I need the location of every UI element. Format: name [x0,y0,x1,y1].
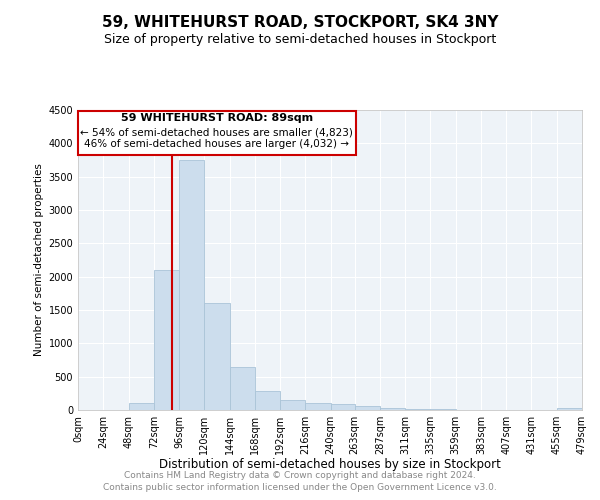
Text: Contains HM Land Registry data © Crown copyright and database right 2024.: Contains HM Land Registry data © Crown c… [124,472,476,480]
Text: Contains public sector information licensed under the Open Government Licence v3: Contains public sector information licen… [103,482,497,492]
Bar [355,406,380,410]
Bar [179,160,204,410]
Bar [280,400,305,410]
Bar [380,408,405,410]
Text: Size of property relative to semi-detached houses in Stockport: Size of property relative to semi-detach… [104,32,496,46]
X-axis label: Distribution of semi-detached houses by size in Stockport: Distribution of semi-detached houses by … [159,458,501,471]
Bar [305,402,331,410]
Bar [154,270,179,410]
Bar [230,366,255,410]
Bar [204,304,230,410]
Text: ← 54% of semi-detached houses are smaller (4,823): ← 54% of semi-detached houses are smalle… [80,128,353,138]
Bar [78,110,356,156]
Text: 46% of semi-detached houses are larger (4,032) →: 46% of semi-detached houses are larger (… [85,140,349,149]
Text: 59, WHITEHURST ROAD, STOCKPORT, SK4 3NY: 59, WHITEHURST ROAD, STOCKPORT, SK4 3NY [102,15,498,30]
Bar [405,409,430,410]
Bar [128,404,154,410]
Y-axis label: Number of semi-detached properties: Number of semi-detached properties [34,164,44,356]
Bar [331,404,355,410]
Bar [255,392,280,410]
Bar [557,408,582,410]
Text: 59 WHITEHURST ROAD: 89sqm: 59 WHITEHURST ROAD: 89sqm [121,112,313,122]
